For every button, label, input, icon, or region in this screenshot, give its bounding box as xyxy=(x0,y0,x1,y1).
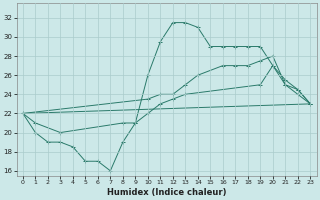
X-axis label: Humidex (Indice chaleur): Humidex (Indice chaleur) xyxy=(107,188,226,197)
